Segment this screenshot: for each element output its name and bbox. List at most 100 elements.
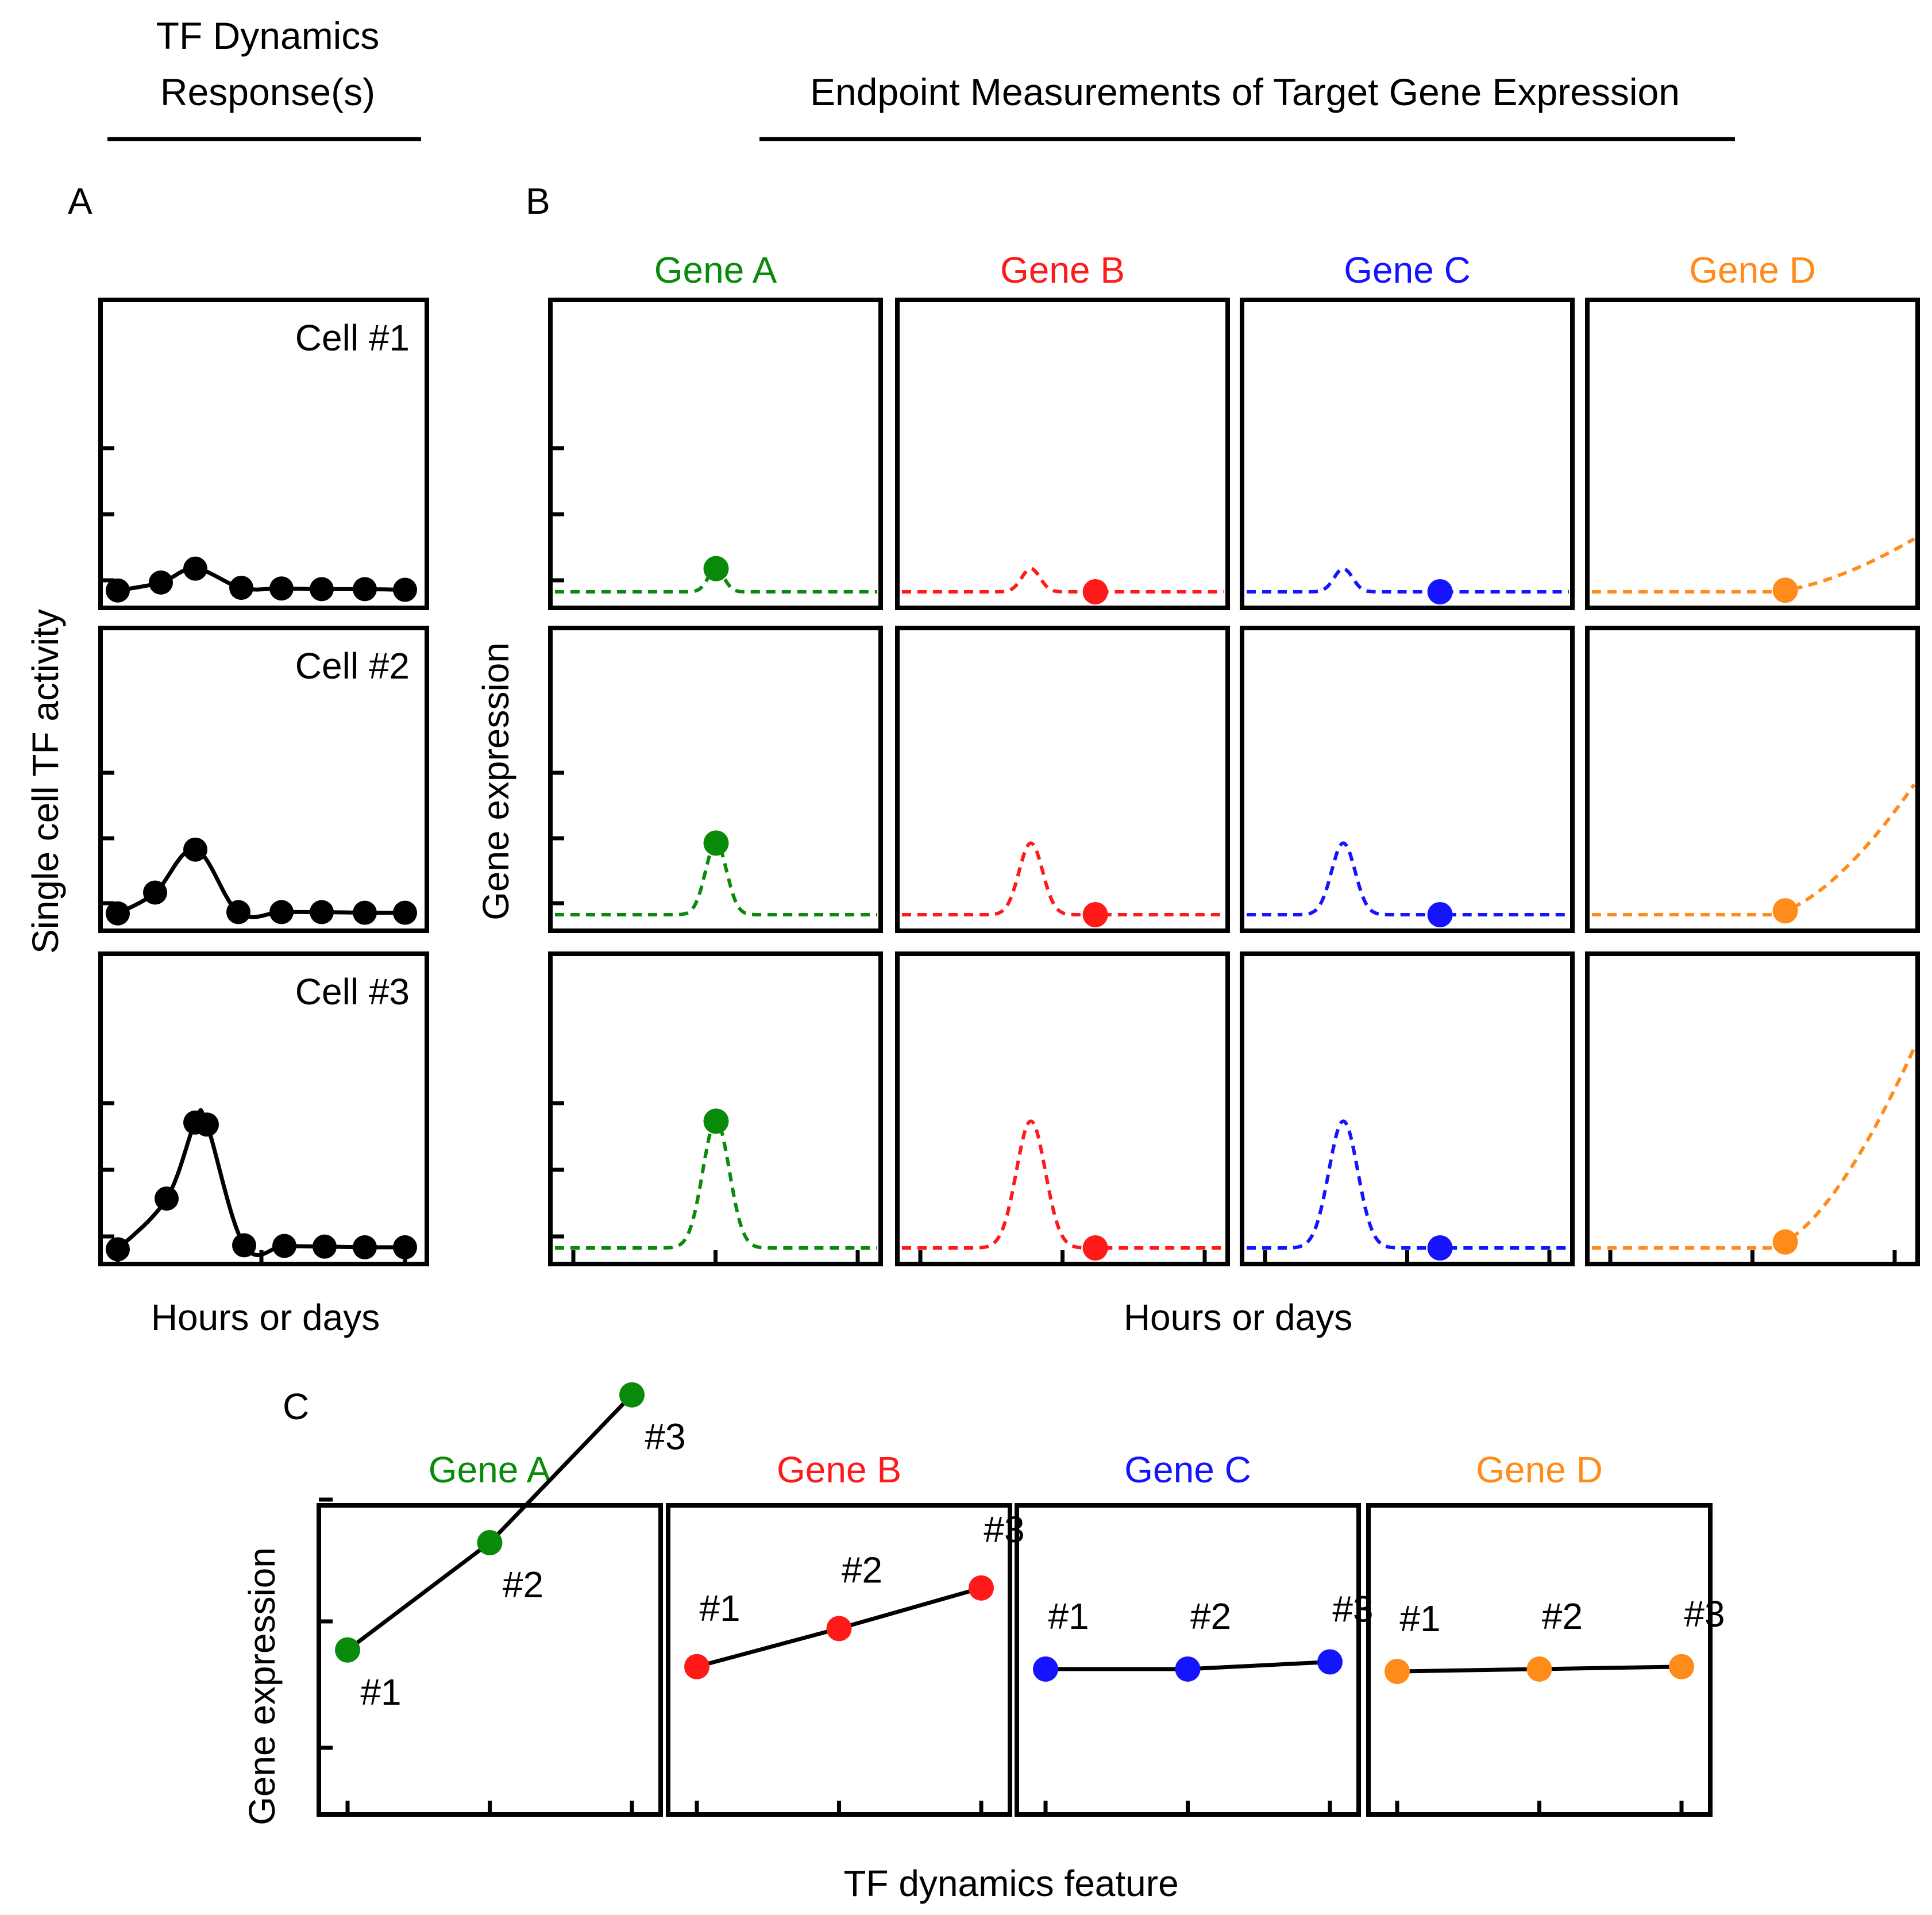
panel-c-gene-1-point-1 [335, 1637, 360, 1663]
panel-b-gene-title-3: Gene C [1344, 249, 1471, 291]
cell-2-frame [98, 626, 429, 933]
cell-1-point-2 [183, 556, 207, 581]
cell-2-point-7 [393, 900, 417, 925]
gene-4-cell-1-marker [1772, 577, 1798, 603]
cell-3-point-8 [393, 1235, 417, 1259]
panel-c-gene-title-1: Gene A [429, 1449, 552, 1490]
cell-3-point-3 [195, 1112, 219, 1137]
panel-c-gene-1-label-2: #2 [503, 1564, 543, 1605]
panel-c-gene-4-label-3: #3 [1684, 1593, 1725, 1635]
gene-3-cell-3-frame [1240, 951, 1575, 1266]
cell-1-label: Cell #1 [295, 317, 410, 359]
panel-c-gene-3-point-1 [1033, 1656, 1058, 1682]
panel-b-xlabel: Hours or days [1124, 1297, 1352, 1338]
gene-1-cell-2-marker [703, 830, 729, 856]
panel-b-gene-title-1: Gene A [654, 249, 777, 291]
panel-c-gene-2-point-3 [969, 1575, 994, 1601]
panel-c-gene-4-point-2 [1526, 1656, 1552, 1682]
gene-4-cell-2-frame [1585, 626, 1920, 933]
gene-3-cell-3-curve [1246, 1119, 1569, 1250]
panel-c-ylabel: Gene expression [241, 1547, 283, 1825]
gene-1-cell-3-curve [554, 1119, 877, 1250]
gene-1-cell-1-marker [703, 556, 729, 581]
cell-2-point-5 [310, 900, 334, 924]
cell-3-trace [116, 1108, 406, 1257]
panel-c-gene-3-point-3 [1317, 1649, 1343, 1675]
panel-c-gene-1-line [346, 1393, 634, 1652]
gene-3-cell-2-frame [1240, 626, 1575, 933]
plots-layer: Cell #1 Cell #2 Cell #3 Gene A Gene B Gene C G… [98, 249, 1920, 1817]
gene-2-cell-2-marker [1082, 902, 1108, 927]
gene-1-cell-1-frame [548, 298, 883, 610]
gene-3-cell-1-marker [1427, 579, 1453, 604]
panel-c-gene-4-point-3 [1669, 1654, 1694, 1679]
panel-a-ylabel: Single cell TF activity [25, 609, 66, 954]
header-right: Endpoint Measurements of Target Gene Exp… [810, 71, 1680, 113]
cell-2-point-2 [183, 837, 207, 862]
panel-b-gene-title-4: Gene D [1689, 249, 1816, 291]
cell-2-point-6 [353, 900, 377, 925]
panel-c-gene-2-point-1 [684, 1654, 709, 1679]
gene-2-cell-2-frame [895, 626, 1230, 933]
gene-4-cell-3-marker [1772, 1229, 1798, 1255]
gene-4-cell-1-frame [1585, 298, 1920, 610]
panel-c-gene-3-label-2: #2 [1190, 1596, 1231, 1637]
cell-3-point-0 [106, 1237, 130, 1262]
panel-c-gene-title-4: Gene D [1476, 1449, 1603, 1490]
gene-4-cell-3-frame [1585, 951, 1920, 1266]
cell-2-label: Cell #2 [295, 645, 410, 687]
panel-c-gene-2-point-2 [826, 1616, 852, 1642]
cell-2-point-4 [269, 900, 294, 924]
cell-3-point-1 [155, 1186, 179, 1211]
panel-a-xlabel: Hours or days [151, 1297, 380, 1338]
gene-2-cell-3-marker [1082, 1235, 1108, 1261]
cell-1-point-3 [229, 576, 253, 600]
cell-1-point-4 [269, 576, 294, 601]
cell-3-point-6 [313, 1234, 337, 1259]
panel-c-gene-2-label-1: #1 [699, 1588, 740, 1629]
panel-c-gene-3-point-2 [1175, 1656, 1201, 1682]
gene-1-cell-3-marker [703, 1108, 729, 1134]
gene-3-cell-2-curve [1247, 841, 1569, 916]
gene-2-cell-1-marker [1082, 579, 1108, 604]
panel-c-gene-1-point-2 [477, 1530, 503, 1555]
panel-c-gene-title-3: Gene C [1124, 1449, 1251, 1490]
panel-c-gene-3-label-1: #1 [1048, 1596, 1089, 1637]
cell-1-point-1 [149, 570, 173, 595]
panel-c-xlabel: TF dynamics feature [843, 1863, 1178, 1904]
panel-label-b: B [526, 180, 550, 222]
gene-3-cell-2-marker [1427, 902, 1453, 927]
gene-1-cell-2-frame [548, 626, 883, 933]
panel-c-gene-1-label-3: #3 [645, 1416, 685, 1458]
gene-2-cell-3-frame [895, 951, 1230, 1266]
panel-b-gene-title-2: Gene B [1000, 249, 1125, 291]
gene-4-cell-2-marker [1772, 898, 1798, 924]
cell-3-point-7 [353, 1235, 377, 1259]
gene-4-cell-3-curve [1591, 1047, 1916, 1250]
gene-3-cell-1-frame [1240, 298, 1575, 610]
panel-label-a: A [68, 180, 92, 222]
cell-3-label: Cell #3 [295, 971, 410, 1012]
gene-4-cell-1-curve [1592, 537, 1915, 594]
panel-c-gene-4-label-2: #2 [1542, 1596, 1583, 1637]
panel-b-ylabel: Gene expression [475, 642, 516, 920]
gene-4-cell-2-curve [1592, 783, 1916, 917]
cell-3-point-5 [272, 1234, 296, 1258]
gene-2-cell-3-curve [901, 1119, 1224, 1250]
cell-3-frame [98, 951, 429, 1266]
cell-1-point-6 [353, 577, 377, 602]
gene-2-cell-2-curve [902, 841, 1224, 916]
panel-c-gene-1-point-3 [619, 1382, 645, 1408]
gene-2-cell-1-curve [902, 567, 1224, 594]
cell-1-point-5 [310, 577, 334, 602]
panel-c-gene-4-label-1: #1 [1399, 1598, 1440, 1639]
panel-c-gene-2-label-2: #2 [842, 1549, 882, 1590]
cell-1-frame [98, 298, 429, 610]
panel-c-gene-title-2: Gene B [777, 1449, 901, 1490]
cell-2-point-0 [106, 901, 130, 926]
panel-c-gene-1-label-1: #1 [360, 1671, 401, 1713]
gene-2-cell-1-frame [895, 298, 1230, 610]
cell-1-point-7 [393, 577, 417, 602]
header-left-line1: TF Dynamics [156, 14, 380, 57]
